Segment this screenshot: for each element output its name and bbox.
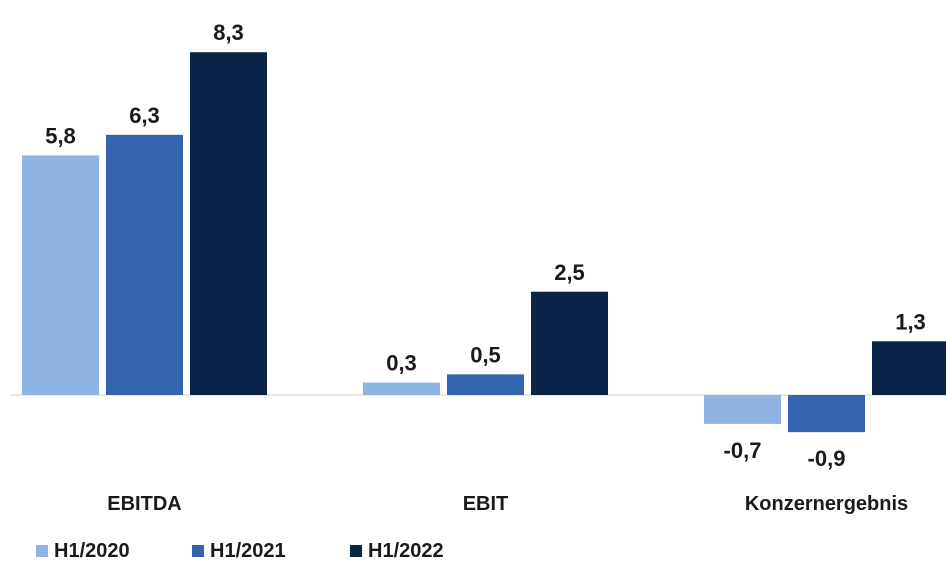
legend-swatch: [192, 545, 204, 557]
data-label: 0,3: [386, 351, 417, 376]
data-label: 8,3: [213, 20, 244, 45]
data-label: -0,9: [808, 446, 846, 471]
bar-ebit-h1-2020: [363, 382, 440, 395]
data-label: 5,8: [45, 123, 76, 148]
bar-ebit-h1-2022: [531, 291, 608, 395]
category-label: EBITDA: [107, 493, 181, 515]
bar-konzernergebnis-h1-2020: [704, 395, 781, 424]
data-label: 0,5: [470, 342, 501, 367]
legend-swatch: [36, 545, 48, 557]
category-label: Konzernergebnis: [745, 493, 908, 515]
legend-label: H1/2020: [54, 540, 130, 562]
data-label: 6,3: [129, 103, 160, 128]
bar-ebit-h1-2021: [447, 374, 524, 395]
legend-swatch: [350, 545, 362, 557]
category-label: EBIT: [463, 493, 509, 515]
bar-konzernergebnis-h1-2022: [872, 341, 946, 395]
data-label: 1,3: [895, 309, 926, 334]
bar-ebitda-h1-2020: [22, 155, 99, 395]
legend-label: H1/2022: [368, 540, 444, 562]
data-label: -0,7: [724, 438, 762, 463]
legend-label: H1/2021: [210, 540, 286, 562]
bar-konzernergebnis-h1-2021: [788, 395, 865, 433]
bar-ebitda-h1-2022: [190, 52, 267, 396]
data-label: 2,5: [554, 260, 585, 285]
bar-ebitda-h1-2021: [106, 134, 183, 395]
